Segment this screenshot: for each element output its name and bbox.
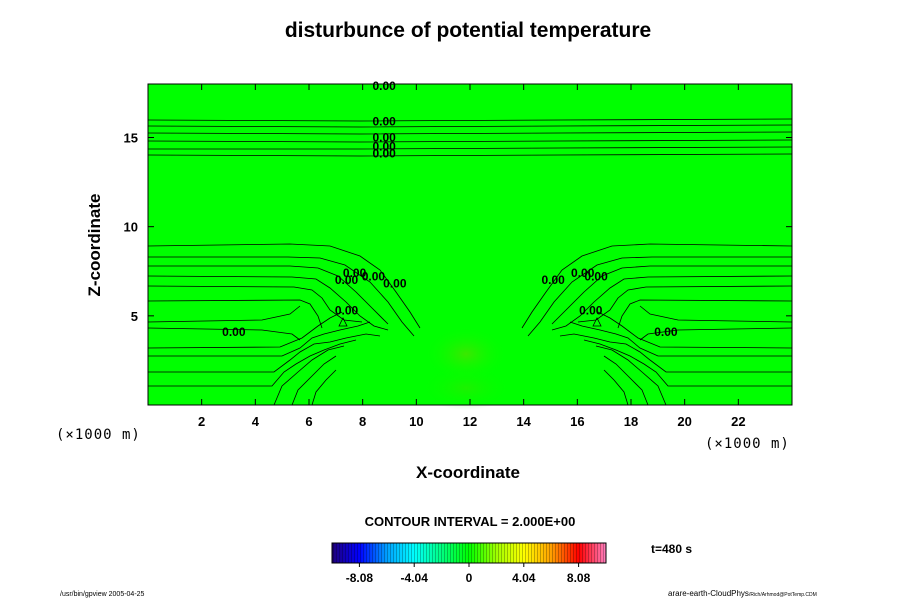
- contour-line: [147, 118, 793, 122]
- contour-line: [597, 311, 793, 349]
- contour-label: 0.00: [372, 114, 396, 128]
- x-tick-label: 8: [359, 414, 366, 429]
- contour-line: [521, 243, 793, 329]
- y-tick-label: 15: [124, 131, 138, 146]
- contour-line: [148, 265, 389, 325]
- contour-line: [551, 275, 793, 331]
- contour-label: 0.00: [571, 266, 595, 280]
- y-axis-title: Z-coordinate: [85, 194, 104, 297]
- contour-line: [595, 345, 667, 406]
- contour-label: 0.00: [362, 270, 386, 284]
- contour-marker: [592, 317, 602, 327]
- contour-line: [639, 305, 793, 323]
- x-tick-label: 16: [570, 414, 584, 429]
- x-axis-title: X-coordinate: [416, 463, 520, 482]
- contour-label: 0.00: [335, 303, 359, 317]
- contour-line: [147, 305, 301, 323]
- contour-line: [148, 339, 357, 387]
- contour-line: [147, 311, 343, 349]
- contour-line: [273, 345, 345, 406]
- x-tick-label: 20: [677, 414, 691, 429]
- contour-line: [147, 275, 389, 331]
- x-tick-label: 10: [409, 414, 423, 429]
- contour-label: 0.00: [335, 273, 359, 287]
- contour-line: [148, 146, 793, 150]
- contour-line: [603, 355, 649, 406]
- contour-line: [527, 256, 792, 337]
- x-tick-label: 22: [731, 414, 745, 429]
- contour-label: 0.00: [542, 273, 566, 287]
- axis-ticks: 2 4 6 8 10 12 14 16 18 20 22 5 10 15: [124, 84, 792, 429]
- contour-line: [147, 327, 301, 341]
- contour-line: [147, 124, 793, 128]
- colorbar-stripes: [332, 543, 606, 563]
- colorbar-tick-label: 4.04: [512, 571, 536, 585]
- y-tick-label: 10: [124, 220, 138, 235]
- chart-title: disturbunce of potential temperature: [285, 19, 651, 42]
- contour-line: [639, 327, 793, 341]
- x-tick-label: 6: [305, 414, 312, 429]
- colorbar-tick-label: 8.08: [567, 571, 591, 585]
- contour-line: [559, 333, 792, 373]
- contour-label: 0.00: [372, 139, 396, 153]
- contour-line: [551, 265, 792, 325]
- contour-label: 0.00: [584, 270, 608, 284]
- contour-line: [147, 131, 793, 135]
- contour-label: 0.00: [579, 303, 603, 317]
- contour-line: [147, 243, 421, 329]
- footer-left: /usr/bin/gpview 2005-04-25: [60, 591, 145, 598]
- contour-label: 0.00: [383, 277, 407, 291]
- contour-line: [583, 339, 792, 387]
- contour-line: [147, 299, 323, 329]
- contour-label: 0.00: [222, 325, 246, 339]
- contour-line: [311, 369, 337, 406]
- colorbar-tick-label: -8.08: [346, 571, 374, 585]
- time-label: t=480 s: [651, 542, 692, 556]
- y-tick-label: 5: [131, 309, 138, 324]
- footer-right-main: arare-earth-CloudPhys: [668, 589, 749, 598]
- x-tick-label: 2: [198, 414, 205, 429]
- contour-labels: 0.000.000.000.000.000.000.00 0.000.000.00…: [222, 79, 678, 339]
- contour-label: 0.00: [372, 79, 396, 93]
- colorbar-ticks: -8.08 -4.04 0 4.04 8.08: [346, 563, 591, 585]
- contour-line: [603, 369, 629, 406]
- contour-label: 0.00: [343, 266, 367, 280]
- x-tick-label: 14: [516, 414, 531, 429]
- x-tick-label: 12: [463, 414, 477, 429]
- contour-line: [569, 321, 792, 357]
- x-tick-label: 18: [624, 414, 638, 429]
- contour-interval-label: CONTOUR INTERVAL = 2.000E+00: [365, 514, 576, 529]
- contour-label: 0.00: [372, 131, 396, 145]
- colorbar-tick-label: 0: [466, 571, 473, 585]
- colorbar-tick-label: -4.04: [401, 571, 429, 585]
- contour-label: 0.00: [372, 147, 396, 161]
- x-axis-unit: (×1000 m): [705, 436, 790, 452]
- warm-bubble-lower: [420, 366, 512, 410]
- contour-line: [147, 153, 793, 157]
- y-axis-unit: (×1000 m): [56, 427, 141, 443]
- contour-label: 0.00: [654, 325, 678, 339]
- footer-right-small: /Rich/Arhmod@PotTemp.CDM: [749, 592, 817, 598]
- contour-lines: [147, 118, 793, 406]
- contour-line: [291, 355, 337, 406]
- warm-bubble-upper: [424, 326, 508, 382]
- contour-marker: [338, 317, 348, 327]
- contour-line: [147, 139, 793, 143]
- footer-right: arare-earth-CloudPhys/Rich/Arhmod@PotTem…: [668, 589, 817, 598]
- contour-line: [148, 321, 371, 357]
- x-tick-label: 4: [252, 414, 260, 429]
- contour-line: [148, 333, 381, 373]
- contour-line: [148, 256, 415, 337]
- contour-line: [617, 299, 793, 329]
